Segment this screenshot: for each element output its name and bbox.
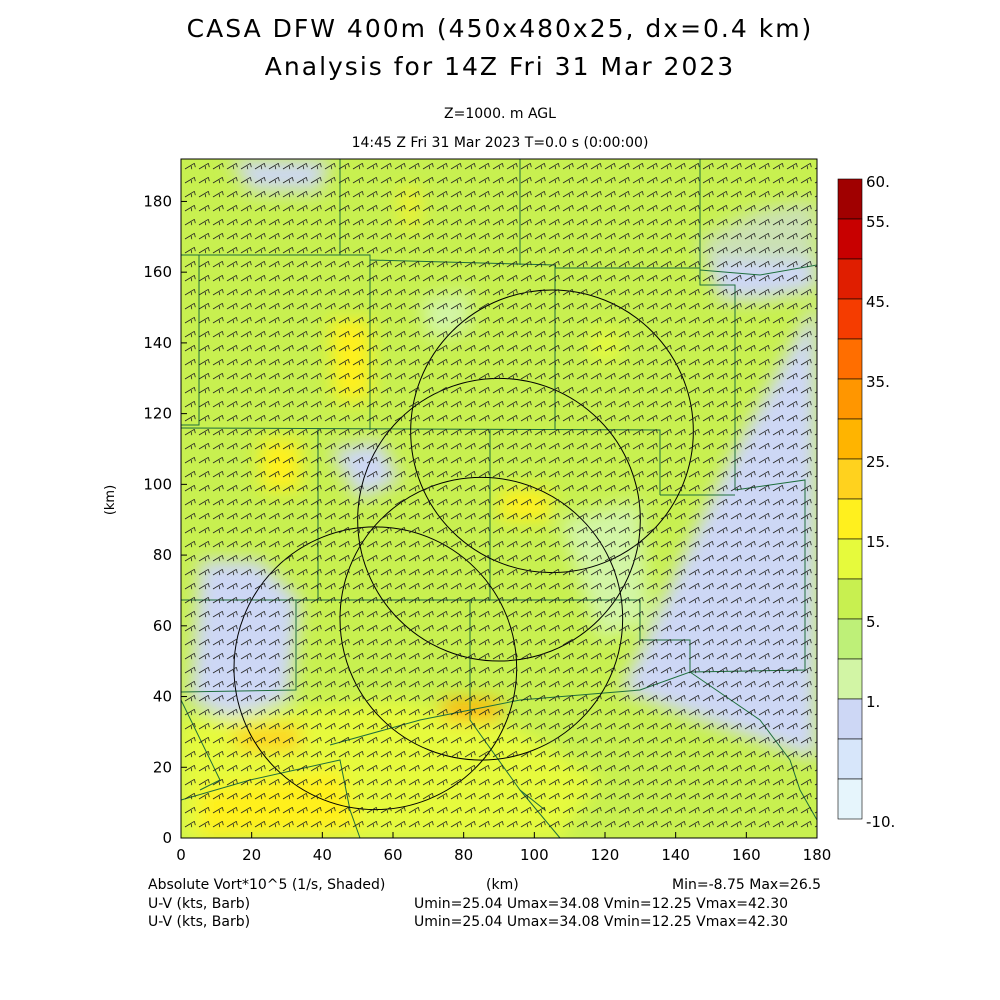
time-label: 14:45 Z Fri 31 Mar 2023 T=0.0 s (0:00:00… xyxy=(351,135,649,151)
colorbar-bin xyxy=(837,218,863,260)
colorbar-bin xyxy=(837,378,863,420)
y-tick-label: 140 xyxy=(143,334,172,352)
colorbar xyxy=(837,178,863,820)
colorbar-bin xyxy=(837,538,863,580)
x-axis: 0 20 40 60 80 100 120 140 160 180 xyxy=(176,832,831,864)
level-label: Z=1000. m AGL xyxy=(444,106,556,122)
x-tick-label: 180 xyxy=(803,846,832,864)
footer-unit: (km) xyxy=(486,877,519,893)
wind-barb-field xyxy=(184,162,817,828)
colorbar-bin xyxy=(837,658,863,700)
colorbar-label: 1. xyxy=(866,693,880,711)
y-tick-label: 40 xyxy=(153,688,172,706)
footer-vector2-range: Umin=25.04 Umax=34.08 Vmin=12.25 Vmax=42… xyxy=(414,914,789,930)
x-tick-label: 160 xyxy=(732,846,761,864)
colorbar-bin xyxy=(837,338,863,380)
colorbar-labels: 60. 55. 45. 35. 25. 15. 5. 1. -10. xyxy=(866,173,895,831)
x-tick-label: 80 xyxy=(454,846,473,864)
colorbar-bin xyxy=(837,738,863,780)
y-tick-label: 60 xyxy=(153,617,172,635)
x-tick-label: 20 xyxy=(242,846,261,864)
y-tick-label: 100 xyxy=(143,475,172,493)
colorbar-bin xyxy=(837,778,863,820)
y-tick-label: 120 xyxy=(143,405,172,423)
colorbar-label: 60. xyxy=(866,173,890,191)
range-ring xyxy=(339,476,624,761)
x-tick-label: 60 xyxy=(383,846,402,864)
y-axis-label: (km) xyxy=(103,485,118,515)
chart-title: CASA DFW 400m (450x480x25, dx=0.4 km) xyxy=(186,14,814,43)
y-tick-label: 80 xyxy=(153,546,172,564)
footer-vector2-label: U-V (kts, Barb) xyxy=(148,914,251,930)
range-ring xyxy=(410,289,694,574)
y-tick-label: 0 xyxy=(162,829,172,847)
x-tick-label: 0 xyxy=(176,846,186,864)
y-axis: 0 20 40 60 80 100 120 140 160 180 xyxy=(143,192,187,847)
footer-vector1-label: U-V (kts, Barb) xyxy=(148,896,251,912)
colorbar-bin xyxy=(837,698,863,740)
colorbar-bin xyxy=(837,498,863,540)
x-tick-label: 40 xyxy=(313,846,332,864)
x-tick-label: 100 xyxy=(520,846,549,864)
y-tick-label: 180 xyxy=(143,192,172,210)
colorbar-bin xyxy=(837,178,863,220)
colorbar-label: 45. xyxy=(866,293,890,311)
colorbar-bin xyxy=(837,258,863,300)
colorbar-bin xyxy=(837,418,863,460)
wind-barbs xyxy=(184,162,817,828)
colorbar-label: 25. xyxy=(866,453,890,471)
colorbar-label: 55. xyxy=(866,213,890,231)
footer-vector1-range: Umin=25.04 Umax=34.08 Vmin=12.25 Vmax=42… xyxy=(414,896,789,912)
colorbar-label: 35. xyxy=(866,373,890,391)
footer-field-label: Absolute Vort*10^5 (1/s, Shaded) xyxy=(148,877,386,893)
colorbar-label: 15. xyxy=(866,533,890,551)
colorbar-bin xyxy=(837,458,863,500)
plot-frame xyxy=(180,158,818,839)
x-tick-label: 120 xyxy=(591,846,620,864)
y-tick-label: 160 xyxy=(143,263,172,281)
colorbar-label: -10. xyxy=(866,813,895,831)
colorbar-bin xyxy=(837,618,863,660)
colorbar-label: 5. xyxy=(866,613,880,631)
footer-field-range: Min=-8.75 Max=26.5 xyxy=(672,877,822,893)
colorbar-bin xyxy=(837,578,863,620)
x-tick-label: 140 xyxy=(661,846,690,864)
colorbar-bin xyxy=(837,298,863,340)
chart-subtitle: Analysis for 14Z Fri 31 Mar 2023 xyxy=(264,52,736,81)
y-tick-label: 20 xyxy=(153,758,172,776)
range-ring xyxy=(357,377,641,662)
